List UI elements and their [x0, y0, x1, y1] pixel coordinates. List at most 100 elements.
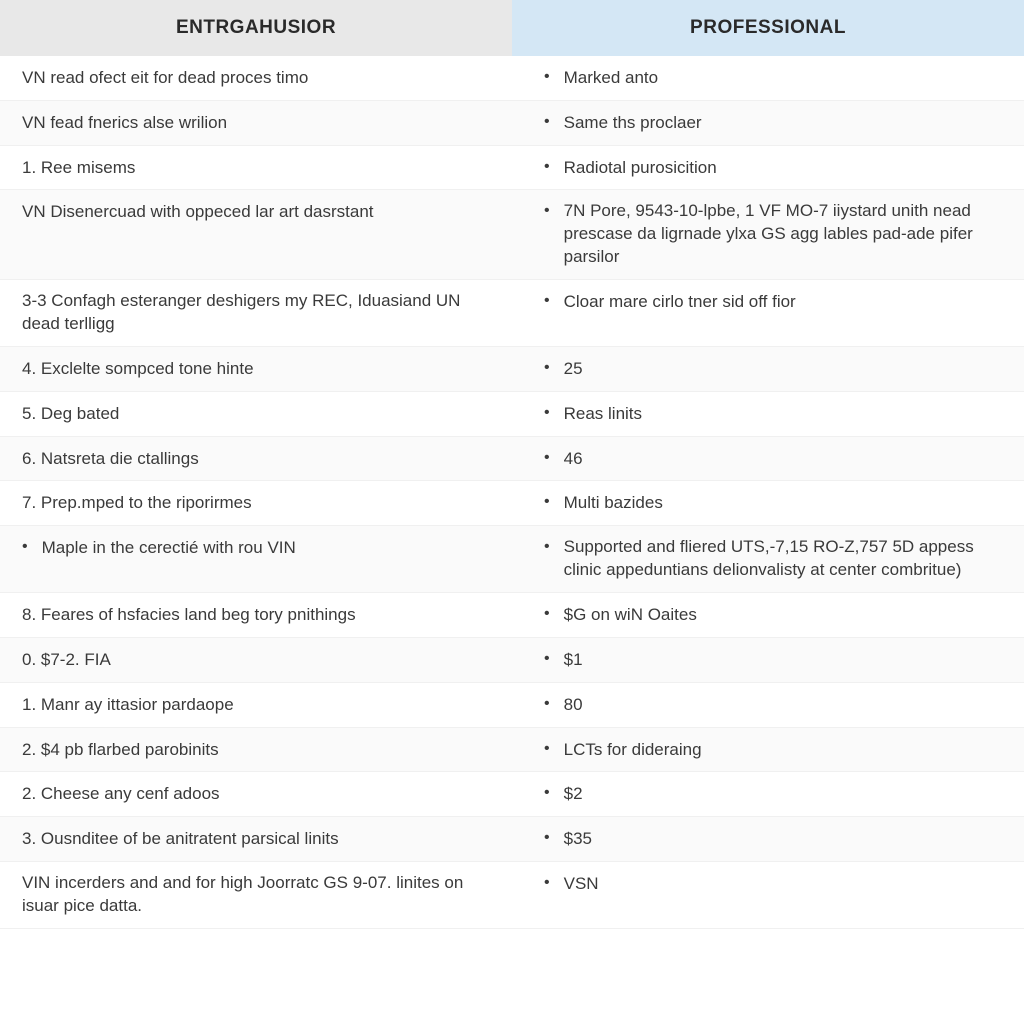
cell-text: 0. $7-2. FIA [22, 650, 111, 669]
table-row: 2. Cheese any cenf adoos • $2 [0, 772, 1024, 817]
bullet-dot-icon: • [544, 111, 550, 133]
cell-text: $2 [564, 782, 1006, 806]
bullet-dot-icon: • [544, 402, 550, 424]
cell-text: LCTs for dideraing [564, 738, 1006, 762]
bullet-item: •80 [544, 693, 1006, 717]
bullet-dot-icon: • [544, 66, 550, 88]
bullet-item: •LCTs for dideraing [544, 738, 1006, 762]
cell-left: 6. Natsreta die ctallings [0, 436, 512, 481]
bullet-item: • $35 [544, 827, 1006, 851]
bullet-item: • Multi bazides [544, 491, 1006, 515]
cell-left: 1. Ree misems [0, 145, 512, 190]
cell-text: 3. Ousnditee of be anitratent parsical l… [22, 829, 339, 848]
cell-right: • VSN [512, 861, 1024, 928]
bullet-dot-icon: • [544, 447, 550, 469]
table-row: VN Disenercuad with oppeced lar art dasr… [0, 190, 1024, 280]
cell-right: • Same ths proclaer [512, 100, 1024, 145]
bullet-item: • 25 [544, 357, 1006, 381]
cell-right: • Supported and fliered UTS,-7,15 RO-Z,75… [512, 526, 1024, 593]
cell-text: 1. Ree misems [22, 158, 135, 177]
cell-right: • 25 [512, 347, 1024, 392]
table-row: 6. Natsreta die ctallings •46 [0, 436, 1024, 481]
column-header-left: ENTRGAHUSIOR [0, 0, 512, 56]
table-row: 3. Ousnditee of be anitratent parsical l… [0, 817, 1024, 862]
cell-right: •46 [512, 436, 1024, 481]
bullet-dot-icon: • [544, 491, 550, 513]
bullet-item: • VSN [544, 872, 1006, 896]
bullet-dot-icon: • [544, 782, 550, 804]
cell-text: 2. $4 pb flarbed parobinits [22, 740, 219, 759]
table-row: 4. Exclelte sompced tone hinte • 25 [0, 347, 1024, 392]
table-row: 8. Feares of hsfacies land beg tory pnit… [0, 593, 1024, 638]
cell-right: •7N Pore, 9543-10-lpbe, 1 VF MO-7 iiysta… [512, 190, 1024, 280]
bullet-item: • Reas linits [544, 402, 1006, 426]
bullet-item: •7N Pore, 9543-10-lpbe, 1 VF MO-7 iiysta… [544, 200, 1006, 269]
bullet-dot-icon: • [544, 290, 550, 312]
cell-text: 80 [564, 693, 1006, 717]
table-row: VIN incerders and and for high Joorratc … [0, 861, 1024, 928]
bullet-item: • $1 [544, 648, 1006, 672]
table-row: 1. Manr ay ittasior pardaope •80 [0, 682, 1024, 727]
table-row: 2. $4 pb flarbed parobinits •LCTs for did… [0, 727, 1024, 772]
cell-left: •Maple in the cerectié with rou VIN [0, 526, 512, 593]
cell-text: Supported and fliered UTS,-7,15 RO-Z,757… [564, 536, 1006, 582]
cell-text: $35 [564, 827, 1006, 851]
cell-text: 7. Prep.mped to the riporirmes [22, 493, 252, 512]
cell-text: 1. Manr ay ittasior pardaope [22, 695, 234, 714]
bullet-item: • Cloar mare cirlo tner sid off fior [544, 290, 1006, 314]
cell-left: 4. Exclelte sompced tone hinte [0, 347, 512, 392]
bullet-dot-icon: • [544, 536, 550, 558]
cell-left: 0. $7-2. FIA [0, 637, 512, 682]
cell-left: 3-3 Confagh esteranger deshigers my REC,… [0, 280, 512, 347]
cell-text: 3-3 Confagh esteranger deshigers my REC,… [22, 291, 460, 333]
bullet-dot-icon: • [544, 603, 550, 625]
cell-right: • Multi bazides [512, 481, 1024, 526]
cell-text: Reas linits [564, 402, 1006, 426]
cell-text: Marked anto [564, 66, 1006, 90]
cell-left: 7. Prep.mped to the riporirmes [0, 481, 512, 526]
cell-text: Cloar mare cirlo tner sid off fior [564, 290, 1006, 314]
cell-left: VIN incerders and and for high Joorratc … [0, 861, 512, 928]
bullet-dot-icon: • [544, 648, 550, 670]
cell-right: • $G on wiN Oaites [512, 593, 1024, 638]
bullet-item: • Supported and fliered UTS,-7,15 RO-Z,75… [544, 536, 1006, 582]
cell-left: VN Disenercuad with oppeced lar art dasr… [0, 190, 512, 280]
cell-text: VSN [564, 872, 1006, 896]
cell-text: $1 [564, 648, 1006, 672]
cell-text: Multi bazides [564, 491, 1006, 515]
bullet-item: •Radiotal purosicition [544, 156, 1006, 180]
bullet-item: • Marked anto [544, 66, 1006, 90]
cell-right: • $2 [512, 772, 1024, 817]
cell-text: Radiotal purosicition [564, 156, 1006, 180]
cell-text: 7N Pore, 9543-10-lpbe, 1 VF MO-7 iiystar… [564, 200, 1006, 269]
cell-right: • $35 [512, 817, 1024, 862]
bullet-item: • Same ths proclaer [544, 111, 1006, 135]
column-header-right: PROFESSIONAL [512, 0, 1024, 56]
cell-left: 8. Feares of hsfacies land beg tory pnit… [0, 593, 512, 638]
cell-left: 3. Ousnditee of be anitratent parsical l… [0, 817, 512, 862]
bullet-dot-icon: • [544, 357, 550, 379]
bullet-item: •46 [544, 447, 1006, 471]
cell-right: •Radiotal purosicition [512, 145, 1024, 190]
table-row: 1. Ree misems •Radiotal purosicition [0, 145, 1024, 190]
cell-left: 2. Cheese any cenf adoos [0, 772, 512, 817]
bullet-dot-icon: • [544, 827, 550, 849]
cell-text: 8. Feares of hsfacies land beg tory pnit… [22, 605, 356, 624]
table-row: VN read ofect eit for dead proces timo • M… [0, 56, 1024, 100]
table-header-row: ENTRGAHUSIOR PROFESSIONAL [0, 0, 1024, 56]
cell-right: •80 [512, 682, 1024, 727]
cell-text: $G on wiN Oaites [564, 603, 1006, 627]
cell-text: Same ths proclaer [564, 111, 1006, 135]
cell-text: 4. Exclelte sompced tone hinte [22, 359, 254, 378]
cell-right: • Reas linits [512, 391, 1024, 436]
table-row: 5. Deg bated•Reas linits [0, 391, 1024, 436]
bullet-dot-icon: • [544, 872, 550, 894]
table-row: 3-3 Confagh esteranger deshigers my REC,… [0, 280, 1024, 347]
table-body: VN read ofect eit for dead proces timo•M… [0, 56, 1024, 928]
comparison-table: ENTRGAHUSIOR PROFESSIONAL VN read ofect … [0, 0, 1024, 929]
cell-left: 2. $4 pb flarbed parobinits [0, 727, 512, 772]
cell-text: VIN incerders and and for high Joorratc … [22, 873, 463, 915]
cell-text: VN read ofect eit for dead proces timo [22, 68, 308, 87]
bullet-item: •Maple in the cerectié with rou VIN [22, 536, 498, 560]
cell-text: 25 [564, 357, 1006, 381]
